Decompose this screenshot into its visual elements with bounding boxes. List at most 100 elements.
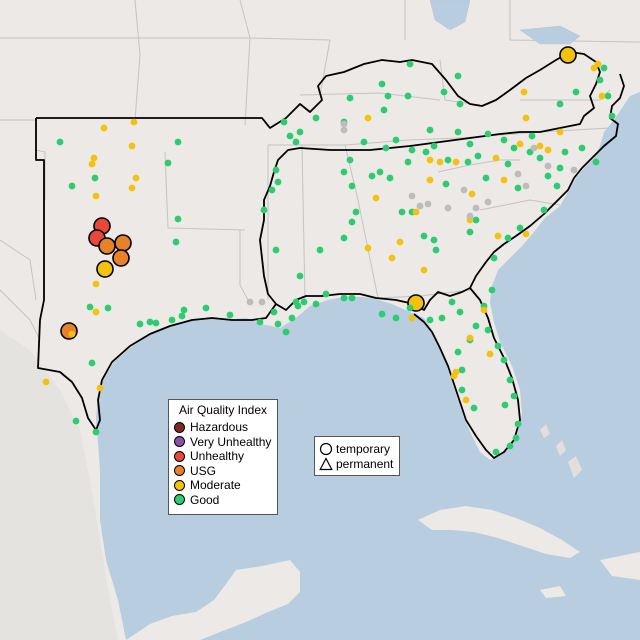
monitor-marker-good	[168, 316, 176, 324]
monitor-marker-good	[422, 148, 430, 156]
monitor-marker-nodata	[460, 186, 468, 194]
monitor-marker-moderate	[598, 92, 606, 100]
monitor-marker-good	[440, 88, 448, 96]
monitor-marker-good	[553, 182, 561, 190]
monitor-marker-usg	[114, 234, 132, 252]
monitor-marker-good	[398, 208, 406, 216]
monitor-marker-good	[270, 308, 278, 316]
monitor-marker-usg	[98, 237, 116, 255]
circle-icon	[319, 442, 333, 455]
monitor-marker-good	[466, 140, 474, 148]
moderate-swatch-icon	[174, 479, 185, 491]
legend-item-good: Good	[169, 493, 277, 508]
monitor-marker-moderate	[494, 232, 502, 240]
monitor-marker-good	[352, 208, 360, 216]
very-unhealthy-swatch-icon	[174, 436, 185, 448]
monitor-marker-good	[406, 304, 414, 312]
monitor-marker-moderate	[492, 154, 500, 162]
legend-label: permanent	[336, 456, 394, 471]
monitor-marker-good	[280, 118, 288, 126]
monitor-marker-good	[91, 174, 99, 182]
monitor-marker-moderate	[516, 140, 524, 148]
monitor-marker-moderate	[412, 208, 420, 216]
monitor-marker-moderate	[68, 330, 76, 338]
monitor-marker-good	[104, 304, 112, 312]
monitor-marker-good	[226, 311, 234, 319]
monitor-marker-good	[438, 314, 446, 322]
monitor-marker-good	[260, 206, 268, 214]
monitor-marker-good	[404, 158, 412, 166]
monitor-marker-moderate	[96, 260, 114, 278]
monitor-marker-good	[174, 215, 182, 223]
monitor-marker-moderate	[364, 114, 372, 122]
monitor-marker-good	[472, 216, 480, 224]
legend-item-unhealthy: Unhealthy	[169, 449, 277, 464]
monitor-marker-moderate	[544, 146, 552, 154]
monitor-marker-moderate	[556, 128, 564, 136]
monitor-marker-good	[92, 428, 100, 436]
monitor-marker-good	[528, 132, 536, 140]
monitor-marker-good	[274, 178, 282, 186]
monitor-marker-moderate	[468, 190, 476, 198]
aqi-legend: Air Quality Index Hazardous Very Unhealt…	[168, 399, 278, 515]
monitor-marker-good	[256, 318, 264, 326]
monitor-marker-good	[292, 138, 300, 146]
monitor-marker-moderate	[408, 314, 416, 322]
monitor-marker-nodata	[444, 204, 452, 212]
monitor-marker-good	[556, 164, 564, 172]
monitor-marker-nodata	[514, 170, 522, 178]
monitor-marker-good	[340, 234, 348, 242]
monitor-marker-good	[348, 218, 356, 226]
cuba-island	[418, 506, 580, 558]
monitor-marker-nodata	[424, 200, 432, 208]
monitor-marker-nodata	[246, 298, 254, 306]
legend-item-hazardous: Hazardous	[169, 420, 277, 435]
monitor-marker-good	[346, 156, 354, 164]
monitor-marker-good	[408, 146, 416, 154]
monitor-marker-good	[492, 448, 500, 456]
monitor-marker-good	[506, 442, 514, 450]
monitor-marker-good	[514, 184, 522, 192]
monitor-marker-good	[444, 156, 452, 164]
monitor-marker-good	[578, 144, 586, 152]
monitor-marker-nodata	[544, 162, 552, 170]
monitor-marker-nodata	[258, 298, 266, 306]
monitor-marker-moderate	[452, 158, 460, 166]
monitor-marker-good	[432, 246, 440, 254]
mexico-land	[126, 560, 300, 640]
monitor-marker-good	[488, 286, 496, 294]
monitor-marker-moderate	[372, 194, 380, 202]
monitor-marker-moderate	[420, 266, 428, 274]
usg-swatch-icon	[174, 465, 185, 477]
monitor-marker-good	[536, 154, 544, 162]
monitor-marker-good	[458, 366, 466, 374]
monitor-marker-good	[474, 152, 482, 160]
monitor-marker-moderate	[559, 46, 577, 64]
monitor-marker-moderate	[450, 372, 458, 380]
monitor-marker-good	[500, 136, 508, 144]
monitor-markers	[42, 46, 616, 456]
monitor-marker-good	[456, 308, 464, 316]
monitor-marker-good	[504, 234, 512, 242]
monitor-marker-good	[282, 328, 290, 336]
legend-item-temporary: temporary	[315, 441, 399, 456]
monitor-marker-moderate	[500, 176, 508, 184]
unhealthy-swatch-icon	[174, 450, 185, 462]
legend-title: Air Quality Index	[178, 403, 268, 417]
monitor-marker-good	[296, 272, 304, 280]
monitor-marker-nodata	[472, 204, 480, 212]
monitor-marker-moderate	[128, 184, 136, 192]
monitor-marker-good	[501, 401, 509, 409]
legend-label: USG	[190, 463, 217, 478]
monitor-marker-good	[300, 298, 308, 306]
monitor-marker-moderate	[364, 244, 372, 252]
monitor-marker-moderate	[522, 230, 530, 238]
hazardous-swatch-icon	[174, 421, 185, 433]
monitor-marker-nodata	[466, 212, 474, 220]
monitor-marker-moderate	[132, 174, 140, 182]
monitor-marker-moderate	[536, 142, 544, 150]
monitor-marker-moderate	[42, 378, 50, 386]
monitor-marker-good	[504, 160, 512, 168]
